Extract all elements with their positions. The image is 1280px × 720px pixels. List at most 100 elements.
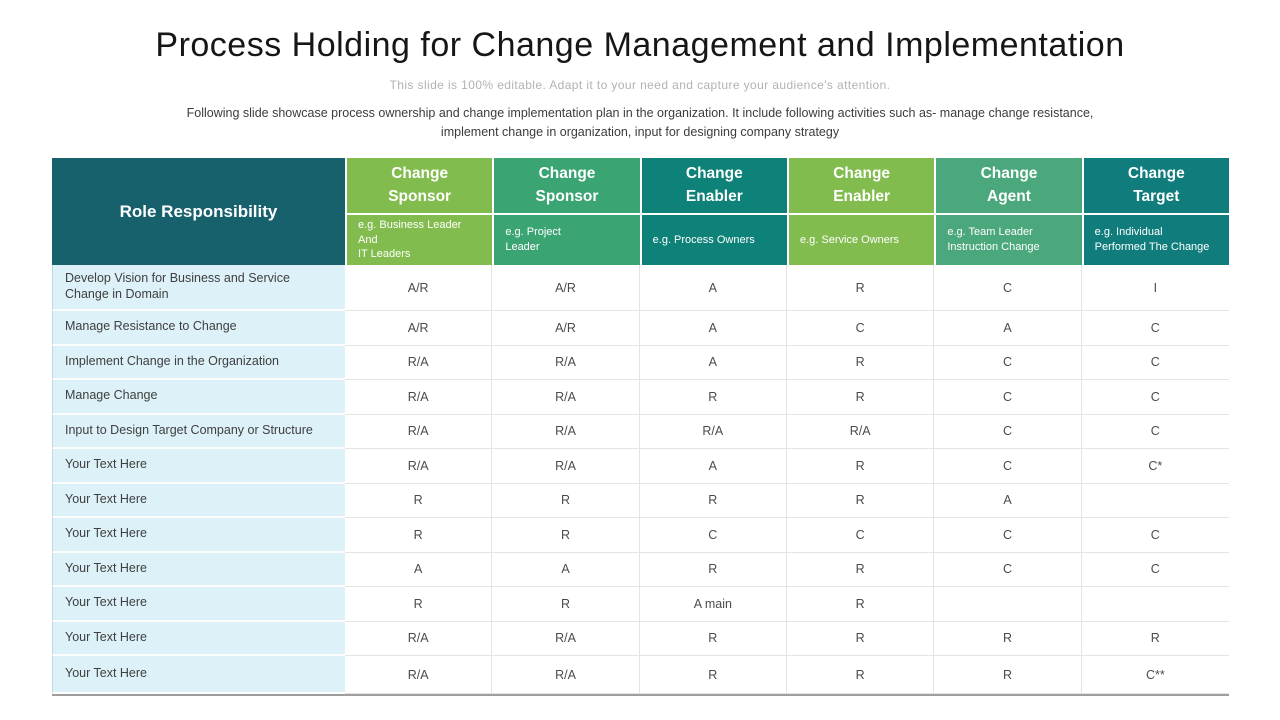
raci-cell: A xyxy=(639,265,787,311)
raci-cell: A xyxy=(934,311,1082,346)
column-header-subtitle: e.g. Service Owners xyxy=(786,213,935,265)
raci-cell: R xyxy=(639,656,787,694)
role-responsibility-header: Role Responsibility xyxy=(52,158,345,265)
column-header-subtitle: e.g. Process Owners xyxy=(639,213,787,265)
column-header-subtitle: e.g. Project Leader xyxy=(492,213,640,265)
raci-cell: R xyxy=(639,380,787,415)
column-header-title: Change Sponsor xyxy=(492,158,640,213)
row-label: Manage Resistance to Change xyxy=(52,311,345,346)
row-label: Your Text Here xyxy=(52,449,345,484)
column-header-title: Change Enabler xyxy=(786,158,935,213)
raci-cell: C xyxy=(639,518,787,553)
raci-cell: C xyxy=(1081,518,1229,553)
raci-cell: A main xyxy=(639,587,787,622)
raci-cell: C xyxy=(934,265,1082,311)
raci-cell: R xyxy=(786,621,935,656)
raci-cell: C xyxy=(1081,415,1229,449)
raci-cell: C xyxy=(1081,553,1229,587)
table-row: Your Text Here R R R R A xyxy=(52,483,1229,518)
raci-cell: R xyxy=(786,483,935,518)
table-row: Your Text Here R/A R/A A R C C* xyxy=(52,449,1229,484)
raci-cell: R xyxy=(786,449,935,484)
raci-cell: A xyxy=(345,552,493,587)
raci-cell xyxy=(1081,484,1229,518)
raci-cell: R/A xyxy=(345,656,493,694)
raci-cell: R xyxy=(934,656,1082,694)
row-label: Your Text Here xyxy=(52,552,345,587)
raci-cell: A/R xyxy=(492,265,640,311)
table-row: Input to Design Target Company or Struct… xyxy=(52,414,1229,449)
raci-cell: R/A xyxy=(639,414,787,449)
row-label: Input to Design Target Company or Struct… xyxy=(52,414,345,449)
raci-cell: A xyxy=(934,483,1082,518)
raci-cell: R xyxy=(639,552,787,587)
column-header-subtitle: e.g. Team Leader Instruction Change xyxy=(934,213,1082,265)
raci-cell: R xyxy=(492,483,640,518)
column-header-title: Change Agent xyxy=(934,158,1082,213)
raci-cell: R xyxy=(492,518,640,553)
raci-cell: C xyxy=(934,449,1082,484)
raci-cell: C xyxy=(934,345,1082,380)
raci-cell: R/A xyxy=(492,621,640,656)
raci-cell: C xyxy=(934,414,1082,449)
raci-cell: R/A xyxy=(345,345,493,380)
raci-cell: C xyxy=(1081,346,1229,380)
row-label: Develop Vision for Business and Service … xyxy=(52,265,345,311)
raci-cell: R xyxy=(345,518,493,553)
raci-cell: R/A xyxy=(345,380,493,415)
table-row: Your Text Here R R A main R xyxy=(52,587,1229,622)
row-label: Your Text Here xyxy=(52,587,345,622)
raci-cell: C xyxy=(934,518,1082,553)
slide-title: Process Holding for Change Management an… xyxy=(155,26,1125,64)
table-row: Your Text Here A A R R C C xyxy=(52,552,1229,587)
raci-cell: C** xyxy=(1081,656,1229,694)
raci-cell: R/A xyxy=(345,449,493,484)
table-row: Manage Change R/A R/A R R C C xyxy=(52,380,1229,415)
row-label: Your Text Here xyxy=(52,518,345,553)
raci-cell: R/A xyxy=(345,414,493,449)
row-label: Your Text Here xyxy=(52,483,345,518)
raci-cell: R xyxy=(786,587,935,622)
raci-cell: R/A xyxy=(345,621,493,656)
raci-cell: R xyxy=(934,621,1082,656)
slide-subtitle: This slide is 100% editable. Adapt it to… xyxy=(389,78,891,92)
raci-cell: R xyxy=(639,621,787,656)
raci-cell xyxy=(934,587,1082,622)
raci-cell: R/A xyxy=(786,414,935,449)
raci-cell: R xyxy=(786,380,935,415)
raci-cell: A xyxy=(639,345,787,380)
raci-cell: R xyxy=(345,587,493,622)
row-label: Your Text Here xyxy=(52,621,345,656)
raci-cell xyxy=(1081,587,1229,622)
column-header-subtitle: e.g. Individual Performed The Change xyxy=(1081,213,1229,265)
raci-cell: C xyxy=(934,552,1082,587)
raci-cell: C xyxy=(1081,380,1229,415)
row-label: Implement Change in the Organization xyxy=(52,345,345,380)
raci-cell: A/R xyxy=(345,265,493,311)
raci-cell: I xyxy=(1081,265,1229,311)
raci-cell: R xyxy=(786,265,935,311)
table-row: Your Text Here R/A R/A R R R C** xyxy=(52,656,1229,694)
column-header-title: Change Target xyxy=(1081,158,1229,213)
raci-cell: R xyxy=(786,656,935,694)
raci-cell: R xyxy=(345,483,493,518)
table-body: Develop Vision for Business and Service … xyxy=(52,265,1229,696)
table-row: Your Text Here R/A R/A R R R R xyxy=(52,621,1229,656)
table-row: Manage Resistance to Change A/R A/R A C A C xyxy=(52,311,1229,346)
raci-cell: C xyxy=(934,380,1082,415)
table-row: Your Text Here R R C C C C xyxy=(52,518,1229,553)
raci-cell: C xyxy=(1081,311,1229,346)
column-header-title: Change Enabler xyxy=(639,158,787,213)
row-label: Manage Change xyxy=(52,380,345,415)
column-header-subtitle: e.g. Business Leader And IT Leaders xyxy=(345,213,493,265)
raci-cell: A xyxy=(639,311,787,346)
row-label: Your Text Here xyxy=(52,656,345,694)
raci-cell: C xyxy=(786,518,935,553)
raci-cell: R/A xyxy=(492,656,640,694)
raci-cell: A/R xyxy=(492,311,640,346)
table-row: Implement Change in the Organization R/A R… xyxy=(52,345,1229,380)
raci-cell: A xyxy=(639,449,787,484)
raci-cell: R xyxy=(492,587,640,622)
table-row: Develop Vision for Business and Service … xyxy=(52,265,1229,311)
